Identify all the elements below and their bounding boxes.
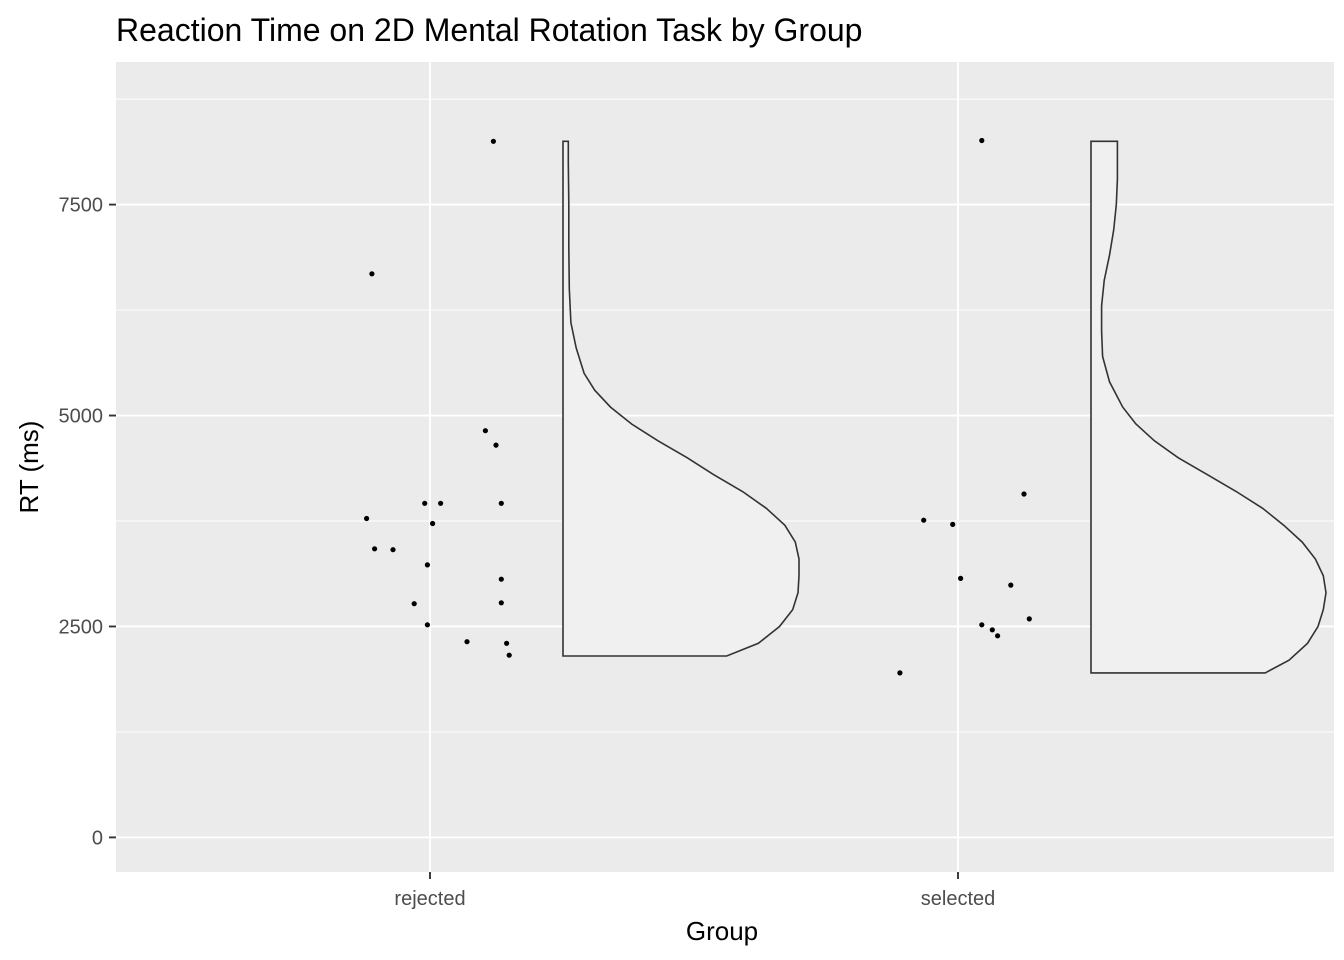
y-axis-ticks: 0 2500 5000 7500 — [59, 195, 116, 849]
data-point-rejected — [498, 576, 504, 582]
data-point-selected — [958, 575, 964, 582]
x-tick-label-rejected: rejected — [394, 888, 465, 910]
chart-title: Reaction Time on 2D Mental Rotation Task… — [116, 12, 862, 48]
data-point-rejected — [506, 652, 512, 658]
data-point-rejected — [424, 622, 430, 628]
y-axis-title: RT (ms) — [14, 421, 44, 514]
data-point-rejected — [498, 600, 504, 606]
data-point-rejected — [411, 601, 417, 607]
y-tick-label: 2500 — [59, 616, 104, 638]
x-axis-title: Group — [686, 916, 758, 946]
x-axis-ticks: rejected selected — [394, 872, 995, 910]
data-point-selected — [1008, 582, 1014, 588]
data-point-selected — [989, 627, 995, 633]
data-point-rejected — [493, 442, 499, 448]
y-tick-label: 5000 — [59, 406, 104, 428]
data-points — [364, 137, 1032, 676]
data-point-rejected — [422, 500, 428, 506]
violin-rejected — [562, 140, 800, 657]
data-point-rejected — [390, 547, 396, 553]
data-point-rejected — [369, 271, 375, 277]
data-point-rejected — [372, 546, 378, 552]
violin-selected — [1090, 140, 1327, 674]
data-point-rejected — [498, 500, 504, 506]
data-point-selected — [921, 517, 927, 523]
violins — [562, 140, 1327, 674]
data-point-rejected — [482, 428, 488, 434]
data-point-rejected — [504, 640, 510, 646]
data-point-rejected — [464, 639, 470, 645]
data-point-rejected — [438, 500, 444, 506]
y-tick-label: 7500 — [59, 195, 104, 217]
data-point-rejected — [490, 138, 496, 144]
data-point-selected — [1026, 616, 1032, 622]
data-point-selected — [979, 137, 985, 144]
data-point-rejected — [430, 520, 436, 527]
data-point-rejected — [364, 515, 370, 522]
data-point-selected — [1021, 491, 1027, 497]
y-tick-label: 0 — [92, 827, 103, 849]
data-point-rejected — [424, 562, 430, 568]
data-point-selected — [979, 622, 985, 628]
x-tick-label-selected: selected — [921, 888, 996, 910]
data-point-selected — [950, 521, 956, 528]
data-point-selected — [995, 633, 1001, 639]
data-point-selected — [897, 670, 903, 676]
